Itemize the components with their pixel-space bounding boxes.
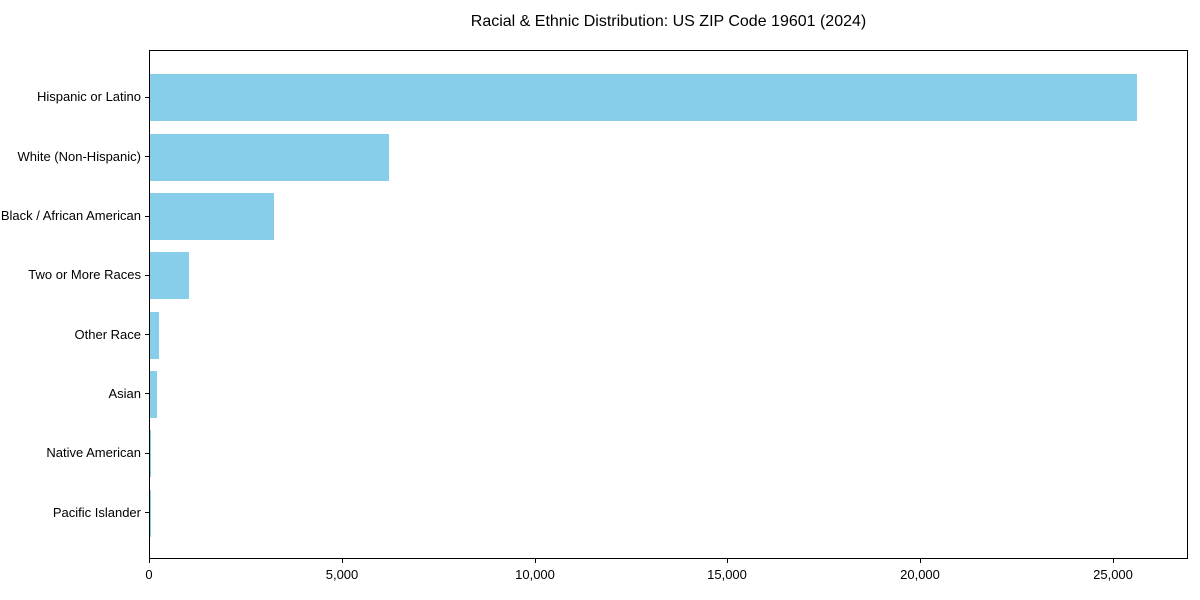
- x-tick-mark: [1113, 559, 1114, 563]
- y-tick-label-hispanic-or-latino: Hispanic or Latino: [36, 89, 141, 104]
- y-tick-mark: [145, 97, 149, 98]
- chart-title: Racial & Ethnic Distribution: US ZIP Cod…: [470, 13, 867, 30]
- bar-two-or-more-races: [150, 252, 190, 299]
- bar-black-african-american: [150, 193, 274, 240]
- y-tick-label-black-african-american: Black / African American: [0, 208, 141, 223]
- x-tick-label-0: 0: [145, 567, 153, 582]
- x-tick-label-5-000: 5,000: [325, 567, 359, 582]
- bar-native-american: [150, 430, 151, 477]
- y-tick-label-white-non-hispanic: White (Non-Hispanic): [17, 149, 141, 164]
- bar-asian: [150, 371, 157, 418]
- x-tick-mark: [342, 559, 343, 563]
- x-tick-mark: [920, 559, 921, 563]
- plot-area: [149, 50, 1188, 559]
- y-tick-label-other-race: Other Race: [74, 327, 141, 342]
- y-tick-label-native-american: Native American: [46, 445, 141, 460]
- x-tick-mark: [727, 559, 728, 563]
- x-tick-label-15-000: 15,000: [707, 567, 747, 582]
- bar-other-race: [150, 312, 160, 359]
- x-tick-label-25-000: 25,000: [1093, 567, 1133, 582]
- y-tick-mark: [145, 216, 149, 217]
- x-tick-mark: [535, 559, 536, 563]
- bar-white-non-hispanic: [150, 134, 389, 181]
- x-tick-label-20-000: 20,000: [900, 567, 940, 582]
- y-tick-mark: [145, 334, 149, 335]
- y-tick-mark: [145, 393, 149, 394]
- y-tick-mark: [145, 156, 149, 157]
- y-tick-mark: [145, 275, 149, 276]
- y-tick-label-two-or-more-races: Two or More Races: [28, 267, 141, 282]
- y-tick-label-asian: Asian: [108, 386, 141, 401]
- x-tick-label-10-000: 10,000: [515, 567, 555, 582]
- y-tick-label-pacific-islander: Pacific Islander: [52, 505, 141, 520]
- bar-hispanic-or-latino: [150, 74, 1137, 121]
- y-tick-mark: [145, 453, 149, 454]
- y-tick-mark: [145, 512, 149, 513]
- x-tick-mark: [149, 559, 150, 563]
